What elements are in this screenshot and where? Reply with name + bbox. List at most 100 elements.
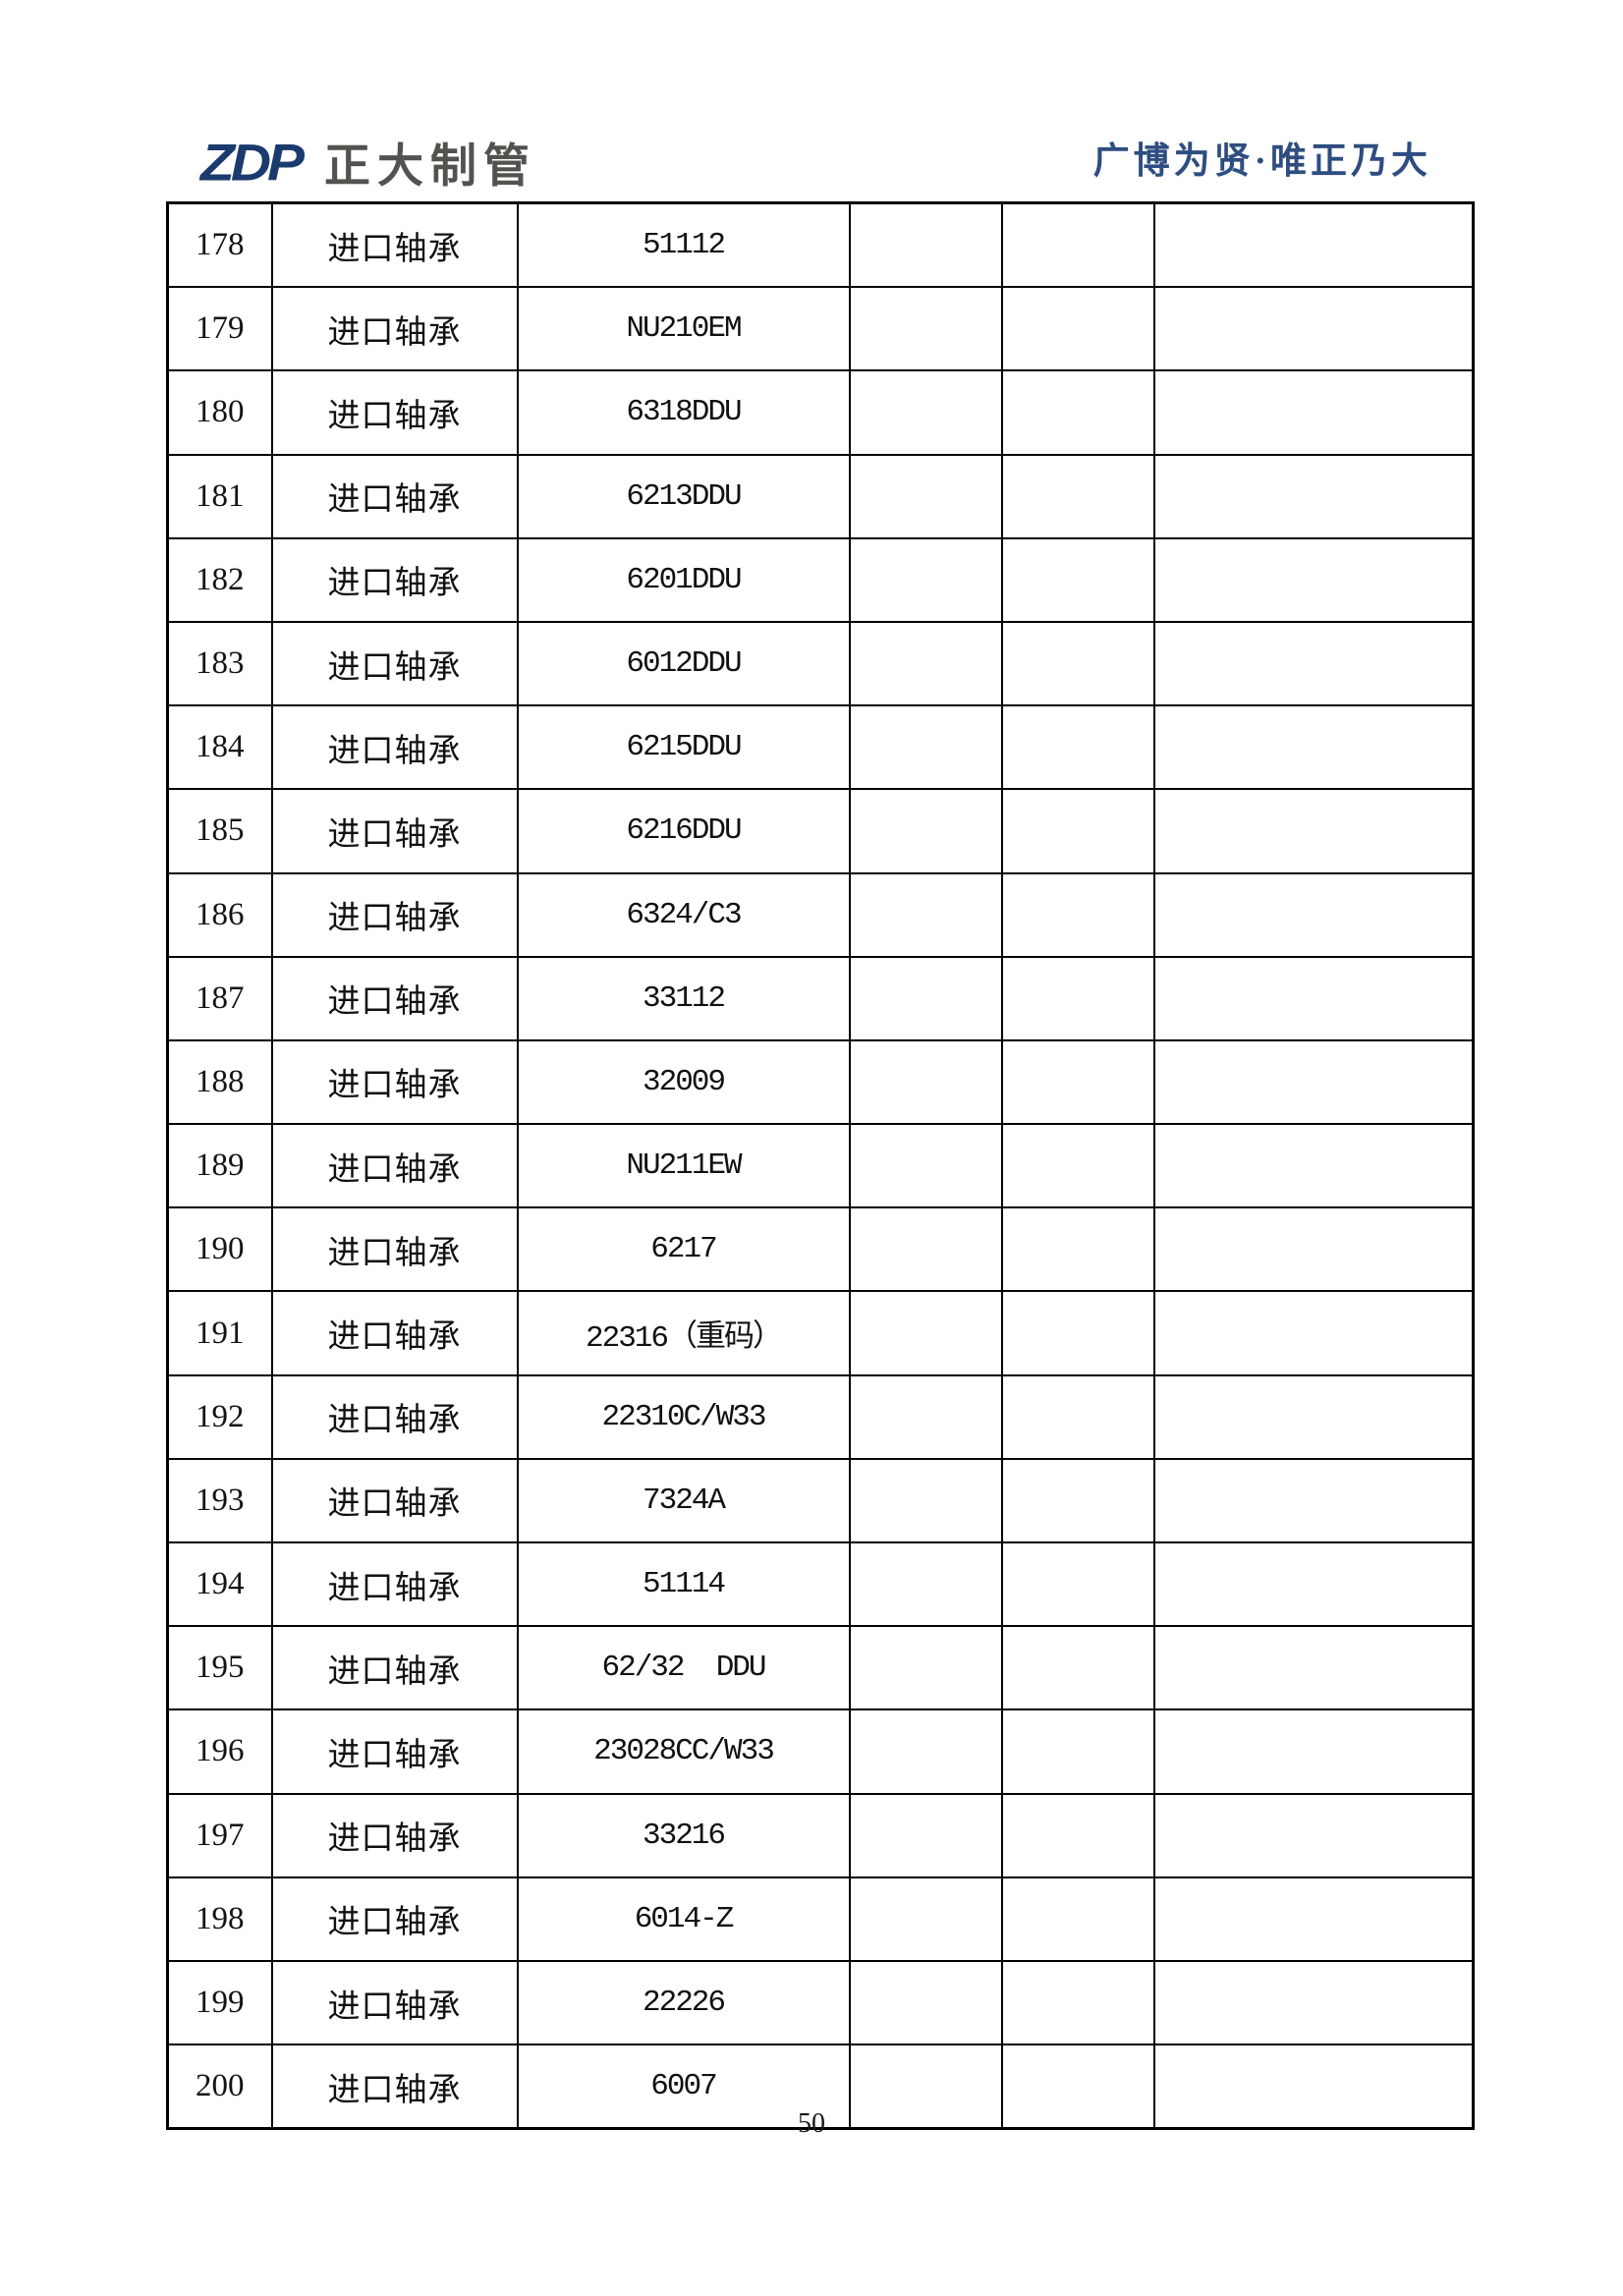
empty-cell [1152, 453, 1475, 539]
row-number-cell: 179 [166, 286, 273, 372]
category-cell: 进口轴承 [270, 1625, 519, 1711]
empty-cell [1000, 1876, 1155, 1962]
empty-cell [1000, 1540, 1155, 1628]
part-number-cell: 51112 [516, 201, 851, 289]
empty-cell [1000, 1625, 1155, 1711]
empty-cell [848, 2044, 1003, 2130]
empty-cell [1152, 369, 1475, 456]
row-number-cell: 197 [166, 1792, 273, 1878]
row-number-cell: 183 [166, 620, 273, 707]
empty-cell [1000, 1123, 1155, 1209]
empty-cell [848, 1876, 1003, 1962]
empty-cell [1152, 1876, 1475, 1962]
empty-cell [848, 1457, 1003, 1544]
empty-cell [1152, 1959, 1475, 2046]
empty-cell [848, 1373, 1003, 1460]
row-number-cell: 184 [166, 704, 273, 791]
category-cell: 进口轴承 [270, 1038, 519, 1126]
part-number-cell: NU211EW [516, 1123, 851, 1209]
company-slogan: 广博为贤·唯正乃大 [1092, 141, 1431, 182]
category-cell: 进口轴承 [270, 536, 519, 623]
empty-cell [848, 1708, 1003, 1795]
part-number-cell: 7324A [516, 1457, 851, 1544]
part-number-cell: 6014-Z [516, 1876, 851, 1962]
table-row: 190 进口轴承 6217 [166, 1206, 1475, 1293]
table-row: 179 进口轴承 NU210EM [166, 286, 1475, 372]
empty-cell [1152, 1373, 1475, 1460]
row-number-cell: 180 [166, 369, 273, 456]
row-number-cell: 198 [166, 1876, 273, 1962]
empty-cell [1152, 1290, 1475, 1376]
table-row: 183 进口轴承 6012DDU [166, 620, 1475, 707]
row-number-cell: 181 [166, 453, 273, 539]
empty-cell [1000, 871, 1155, 958]
table-row: 197 进口轴承 33216 [166, 1792, 1475, 1878]
table-row: 184 进口轴承 6215DDU [166, 704, 1475, 791]
category-cell: 进口轴承 [270, 1792, 519, 1878]
part-number-cell: 32009 [516, 1038, 851, 1126]
parts-table: 178 进口轴承 51112 179 进口轴承 NU210EM 180 进口轴承 6318DDU… [166, 201, 1475, 2131]
empty-cell [1000, 1708, 1155, 1795]
row-number-cell: 192 [166, 1373, 273, 1460]
empty-cell [848, 536, 1003, 623]
empty-cell [1000, 704, 1155, 791]
row-number-cell: 195 [166, 1625, 273, 1711]
empty-cell [848, 788, 1003, 874]
company-name: 正大制管 [324, 140, 536, 192]
table-row: 200 进口轴承 6007 [166, 2044, 1475, 2130]
category-cell: 进口轴承 [270, 1876, 519, 1962]
category-cell: 进口轴承 [270, 369, 519, 456]
table-row: 196 进口轴承 23028CC/W33 [166, 1708, 1475, 1795]
empty-cell [1000, 1206, 1155, 1293]
parts-table-body: 178 进口轴承 51112 179 进口轴承 NU210EM 180 进口轴承 6318DDU… [166, 201, 1475, 2130]
empty-cell [1000, 2044, 1155, 2130]
table-row: 186 进口轴承 6324/C3 [166, 871, 1475, 958]
empty-cell [1000, 620, 1155, 707]
category-cell: 进口轴承 [270, 286, 519, 372]
empty-cell [1000, 201, 1155, 289]
category-cell: 进口轴承 [270, 1290, 519, 1376]
table-row: 193 进口轴承 7324A [166, 1457, 1475, 1544]
row-number-cell: 194 [166, 1540, 273, 1628]
empty-cell [1152, 704, 1475, 791]
row-number-cell: 186 [166, 871, 273, 958]
table-row: 182 进口轴承 6201DDU [166, 536, 1475, 623]
part-number-cell: NU210EM [516, 286, 851, 372]
row-number-cell: 187 [166, 955, 273, 1041]
table-row: 191 进口轴承 22316（重码） [166, 1290, 1475, 1376]
empty-cell [848, 1038, 1003, 1126]
category-cell: 进口轴承 [270, 788, 519, 874]
part-number-cell: 6012DDU [516, 620, 851, 707]
empty-cell [848, 1123, 1003, 1209]
empty-cell [1152, 1123, 1475, 1209]
empty-cell [1000, 369, 1155, 456]
row-number-cell: 191 [166, 1290, 273, 1376]
page-number: 50 [798, 2108, 825, 2139]
category-cell: 进口轴承 [270, 1540, 519, 1628]
part-number-cell: 6007 [516, 2044, 851, 2130]
empty-cell [1152, 1038, 1475, 1126]
empty-cell [1000, 1038, 1155, 1126]
empty-cell [848, 1540, 1003, 1628]
row-number-cell: 196 [166, 1708, 273, 1795]
empty-cell [1152, 201, 1475, 289]
empty-cell [1000, 1792, 1155, 1878]
empty-cell [1000, 955, 1155, 1041]
part-number-cell: 22316（重码） [516, 1290, 851, 1376]
row-number-cell: 193 [166, 1457, 273, 1544]
part-number-cell: 22226 [516, 1959, 851, 2046]
category-cell: 进口轴承 [270, 1373, 519, 1460]
empty-cell [1152, 2044, 1475, 2130]
empty-cell [1000, 286, 1155, 372]
table-row: 199 进口轴承 22226 [166, 1959, 1475, 2046]
empty-cell [1000, 1290, 1155, 1376]
empty-cell [1152, 788, 1475, 874]
empty-cell [1152, 1792, 1475, 1878]
part-number-cell: 6213DDU [516, 453, 851, 539]
empty-cell [848, 704, 1003, 791]
category-cell: 进口轴承 [270, 453, 519, 539]
empty-cell [848, 1625, 1003, 1711]
company-logo: ZDP 正大制管 [200, 136, 536, 192]
empty-cell [1152, 1457, 1475, 1544]
